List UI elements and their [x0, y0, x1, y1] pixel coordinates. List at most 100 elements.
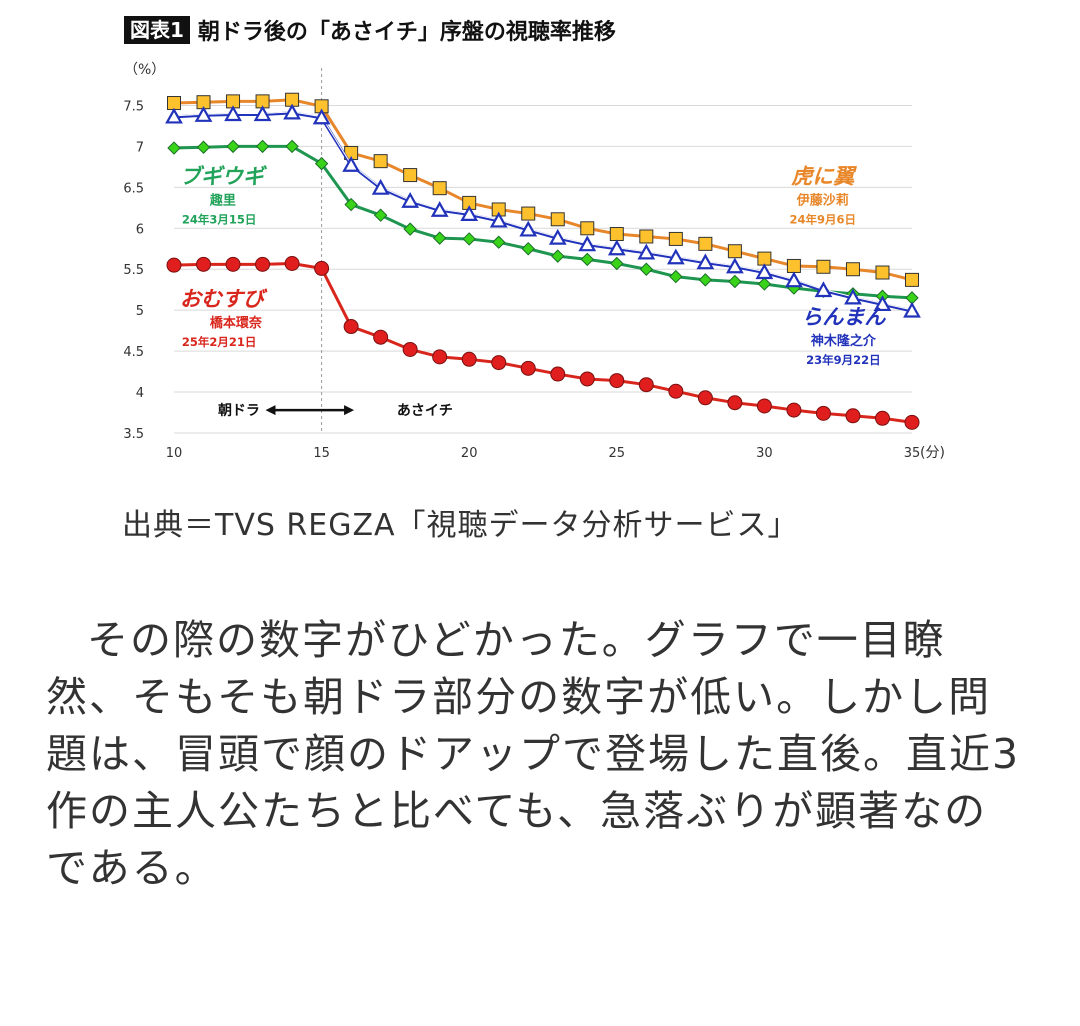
- data-point: [610, 256, 624, 271]
- data-point: [548, 228, 567, 245]
- data-point: [492, 235, 506, 249]
- data-point: [460, 205, 479, 221]
- data-point: [255, 256, 271, 272]
- data-point: [578, 235, 597, 252]
- x-tick-label: 20: [461, 446, 478, 461]
- data-point: [639, 229, 654, 244]
- data-point: [225, 256, 241, 272]
- data-point: [903, 301, 921, 318]
- data-point: [550, 366, 566, 382]
- data-point: [873, 295, 892, 312]
- series-label-title: ブギウギ: [180, 164, 268, 188]
- data-point: [757, 277, 772, 291]
- data-point: [196, 256, 212, 272]
- figure-badge: 図表1: [124, 16, 190, 44]
- annotation-arrow-right-head: [344, 405, 355, 416]
- data-point: [520, 360, 536, 376]
- x-axis-unit: (分): [920, 445, 945, 461]
- x-tick-label: 15: [313, 446, 330, 461]
- data-point: [550, 212, 565, 227]
- series-label-date: 23年9月22日: [806, 353, 881, 367]
- data-point: [432, 231, 447, 245]
- article-paragraph: その際の数字がひどかった。グラフで一目瞭然、そもそも朝ドラ部分の数字が低い。しか…: [46, 616, 1021, 892]
- series-label-actor: 趣里: [209, 192, 236, 208]
- article-body: その際の数字がひどかった。グラフで一目瞭然、そもそも朝ドラ部分の数字が低い。しか…: [46, 612, 1021, 897]
- data-point: [194, 106, 213, 122]
- data-point: [373, 329, 389, 345]
- y-tick-label: 6: [136, 222, 144, 237]
- data-point: [224, 105, 242, 122]
- data-point: [551, 249, 565, 263]
- data-point: [432, 349, 448, 365]
- data-point: [666, 248, 685, 265]
- data-point: [786, 402, 802, 418]
- series-label-title: 虎に翼: [790, 164, 857, 188]
- data-point: [816, 259, 831, 274]
- data-point: [668, 231, 683, 246]
- x-tick-label: 10: [166, 446, 183, 461]
- data-point: [432, 181, 447, 196]
- data-point: [698, 236, 713, 251]
- y-tick-label: 4: [136, 386, 144, 401]
- data-point: [253, 105, 272, 122]
- y-tick-label: 7: [136, 140, 144, 155]
- series-label-date: 25年2月21日: [182, 335, 257, 349]
- data-point: [755, 263, 774, 280]
- figure-title: 朝ドラ後の「あさイチ」序盤の視聴率推移: [197, 20, 616, 45]
- data-point: [314, 156, 329, 171]
- y-tick-label: 5: [136, 304, 144, 319]
- series-label-actor: 橋本環奈: [210, 315, 263, 331]
- series-label-date: 24年9月6日: [790, 212, 857, 226]
- data-point: [373, 154, 388, 169]
- y-axis-unit: （%）: [124, 62, 165, 78]
- data-point: [727, 244, 742, 259]
- data-point: [638, 377, 654, 393]
- data-point: [814, 281, 833, 298]
- data-point: [786, 258, 801, 273]
- data-point: [312, 108, 331, 125]
- data-point: [283, 103, 301, 120]
- data-point: [491, 355, 507, 371]
- data-point: [609, 373, 625, 389]
- data-point: [785, 271, 803, 288]
- data-point: [875, 265, 890, 280]
- series-line: [173, 262, 913, 424]
- data-point: [905, 272, 919, 287]
- data-point: [845, 262, 860, 277]
- annotation-left: 朝ドラ: [218, 402, 260, 419]
- data-point: [430, 201, 449, 217]
- source-caption: 出典＝TVS REGZA「視聴データ分析サービス」: [122, 508, 799, 543]
- data-point: [489, 211, 508, 228]
- data-point: [874, 410, 890, 426]
- data-point: [226, 139, 240, 154]
- data-point: [167, 141, 181, 155]
- series-label-title: らんまん: [801, 305, 886, 329]
- data-point: [815, 405, 831, 421]
- data-point: [580, 221, 595, 236]
- data-point: [696, 253, 715, 270]
- y-tick-label: 4.5: [123, 345, 144, 360]
- data-point: [904, 414, 920, 430]
- data-point: [580, 252, 594, 267]
- data-point: [461, 351, 477, 367]
- annotation-arrow-left-head: [265, 405, 276, 416]
- data-point: [166, 257, 182, 273]
- data-point: [609, 227, 624, 242]
- x-tick-label: 35: [904, 446, 921, 461]
- data-point: [284, 256, 300, 272]
- data-point: [697, 390, 713, 406]
- data-point: [167, 96, 181, 111]
- series-line-highlight: [173, 111, 913, 311]
- data-point: [669, 269, 683, 284]
- data-point: [757, 251, 772, 266]
- data-point: [314, 260, 330, 276]
- data-point: [255, 139, 270, 154]
- data-point: [637, 243, 656, 260]
- data-point: [196, 140, 211, 154]
- data-point: [698, 273, 713, 287]
- x-tick-label: 25: [609, 446, 626, 461]
- data-point: [727, 395, 743, 411]
- data-point: [639, 262, 654, 276]
- data-point: [402, 341, 418, 357]
- data-point: [371, 178, 390, 195]
